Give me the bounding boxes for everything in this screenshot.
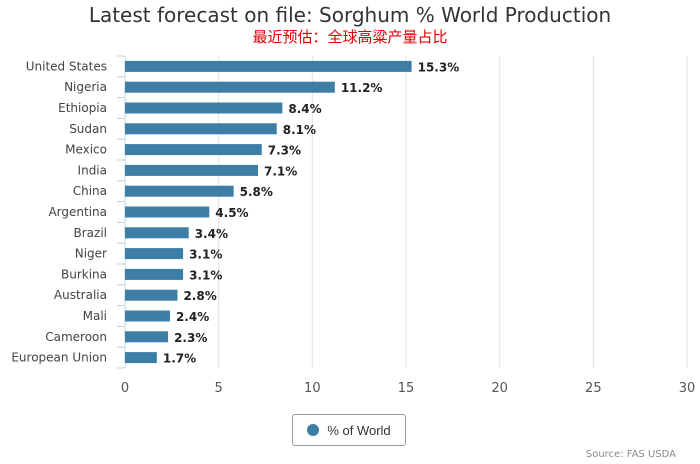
- x-tick-label: 5: [215, 381, 223, 396]
- data-label: 3.4%: [195, 227, 228, 241]
- x-tick-label: 10: [304, 381, 321, 396]
- x-tick-label: 20: [491, 381, 508, 396]
- category-label: European Union: [11, 351, 107, 365]
- legend-marker-icon: [307, 424, 320, 436]
- category-label: Ethiopia: [58, 101, 107, 115]
- x-tick-label: 15: [398, 381, 415, 396]
- category-label: China: [73, 184, 107, 198]
- category-label: Cameroon: [45, 330, 107, 344]
- data-label: 7.3%: [268, 144, 301, 158]
- bar: [125, 352, 157, 364]
- data-label: 11.2%: [341, 81, 383, 95]
- category-label: Argentina: [48, 205, 107, 219]
- data-label: 2.4%: [176, 310, 209, 324]
- x-tick-label: 0: [121, 381, 129, 396]
- bar: [125, 227, 189, 239]
- category-label: Brazil: [74, 226, 108, 240]
- category-label: Burkina: [61, 267, 107, 281]
- bar: [125, 310, 170, 322]
- data-label: 15.3%: [418, 60, 460, 74]
- category-label: Australia: [54, 288, 107, 302]
- bar: [125, 248, 184, 260]
- category-label: Nigeria: [64, 80, 107, 94]
- bar: [125, 144, 262, 156]
- x-tick-label: 25: [585, 381, 602, 396]
- data-label: 2.3%: [174, 331, 207, 345]
- bar: [125, 268, 184, 280]
- data-label: 3.1%: [189, 248, 222, 262]
- data-label: 1.7%: [163, 352, 196, 366]
- bar: [125, 185, 234, 197]
- bar: [125, 289, 178, 301]
- bar: [125, 102, 283, 114]
- data-label: 3.1%: [189, 268, 222, 282]
- data-label: 8.1%: [283, 123, 316, 137]
- data-label: 8.4%: [288, 102, 321, 116]
- chart-title: Latest forecast on file: Sorghum % World…: [88, 3, 612, 27]
- category-label: Niger: [75, 247, 107, 261]
- data-label: 4.5%: [215, 206, 248, 220]
- source-note: Source: FAS USDA: [585, 449, 676, 460]
- bar: [125, 123, 277, 135]
- legend-label: % of World: [327, 422, 391, 438]
- chart-subtitle: 最近预估：全球高粱产量占比: [252, 28, 448, 46]
- category-label: Mexico: [65, 143, 107, 157]
- bar: [125, 60, 412, 72]
- category-label: Mali: [83, 309, 107, 323]
- bar: [125, 81, 335, 93]
- bar: [125, 331, 169, 343]
- bar: [125, 164, 259, 176]
- category-label: India: [78, 163, 107, 177]
- data-label: 5.8%: [240, 185, 273, 199]
- data-label: 7.1%: [264, 164, 297, 178]
- category-label: Sudan: [69, 122, 107, 136]
- legend[interactable]: % of World: [292, 414, 406, 446]
- bar: [125, 206, 210, 218]
- category-label: United States: [26, 59, 107, 73]
- x-tick-label: 30: [679, 381, 696, 396]
- data-label: 2.8%: [183, 289, 216, 303]
